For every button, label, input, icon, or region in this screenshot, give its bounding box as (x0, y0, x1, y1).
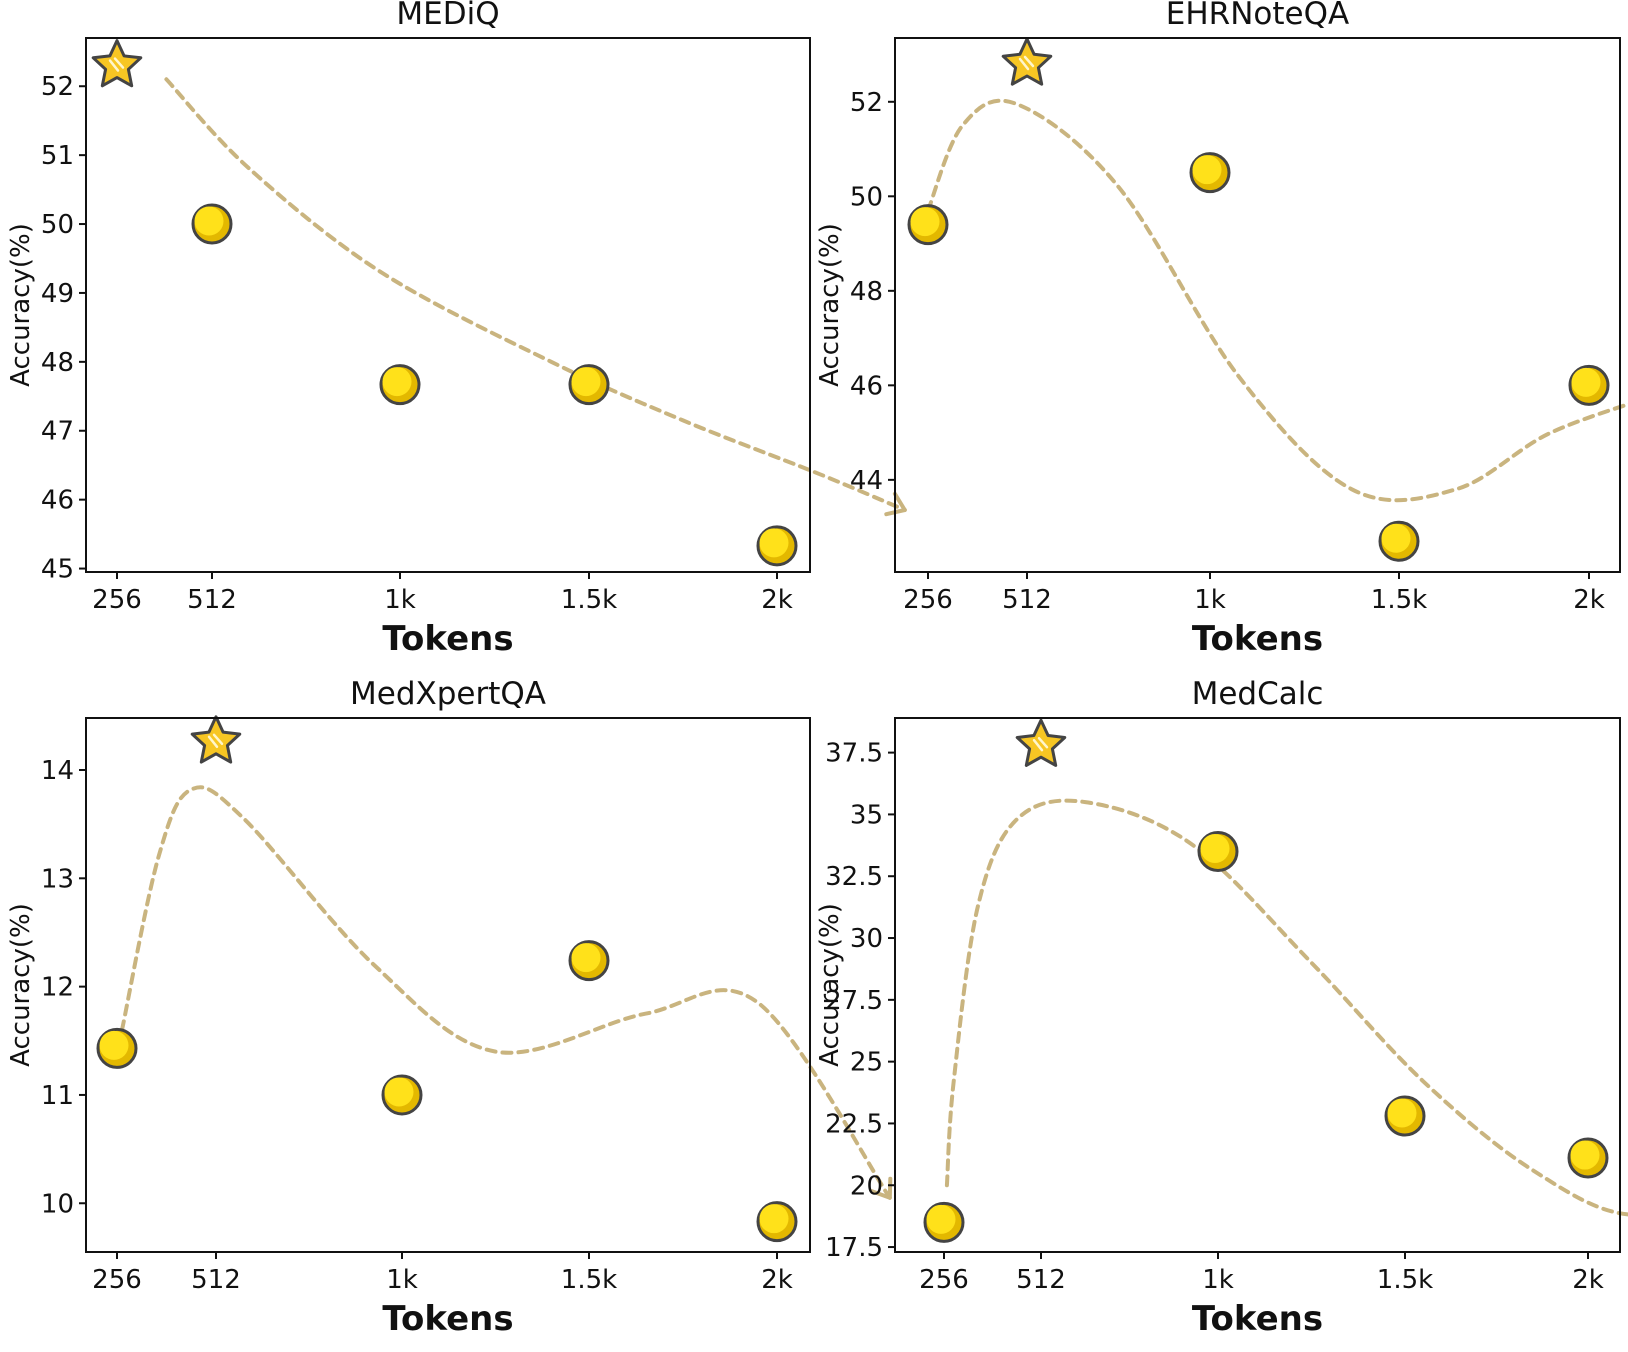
y-axis-label: Accuracy(%) (6, 223, 36, 387)
y-tick-label: 32.5 (825, 862, 883, 892)
star-highlight (1018, 55, 1035, 71)
star-highlight (207, 733, 224, 749)
y-tick-label: 48 (41, 348, 74, 378)
data-point-shine (926, 1204, 956, 1234)
trend-arrow-line (944, 798, 1628, 1217)
chart-title: MedXpertQA (350, 676, 546, 712)
x-tick-label: 1k (1202, 1265, 1234, 1295)
star-highlight (108, 57, 125, 72)
best-point-star (1001, 37, 1053, 86)
data-point-shine (194, 206, 224, 236)
plot-frame (894, 37, 1621, 573)
y-tick-label: 25 (850, 1048, 883, 1078)
x-tick-label: 1.5k (561, 585, 617, 615)
chart-title: MedCalc (1192, 676, 1324, 712)
y-tick-label: 27.5 (825, 986, 883, 1016)
data-point-shine (1381, 523, 1411, 553)
plot-frame (894, 717, 1621, 1253)
x-tick-label: 512 (191, 1265, 241, 1295)
x-axis-label: Tokens (1192, 1299, 1323, 1339)
x-tick-label: 512 (187, 585, 237, 615)
x-tick-label: 1k (1194, 585, 1226, 615)
data-point-shine (1200, 834, 1230, 863)
y-tick-label: 14 (41, 756, 74, 786)
x-tick-label: 2k (761, 585, 793, 615)
chart-title: EHRNoteQA (1166, 0, 1349, 32)
chart-panel-ehrnoteqa: EHRNoteQA 44 46 48 50 52 256 512 1k 1.5k 2k Tokens A… (815, 0, 1628, 659)
y-axis-label: Accuracy(%) (815, 903, 845, 1067)
y-tick-label: 37.5 (825, 739, 883, 769)
data-point-shine (759, 1204, 789, 1234)
chart-title: MEDiQ (396, 0, 499, 32)
y-tick-label: 44 (850, 466, 883, 496)
data-point-shine (910, 207, 940, 237)
x-tick-label: 256 (92, 1265, 142, 1295)
y-tick-label: 30 (850, 924, 883, 954)
data-point-shine (1192, 155, 1222, 185)
data-point-shine (382, 367, 412, 397)
x-tick-label: 2k (1572, 1265, 1604, 1295)
y-tick-label: 50 (850, 182, 883, 212)
y-tick-label: 48 (850, 277, 883, 307)
y-tick-label: 46 (850, 371, 883, 401)
y-tick-label: 52 (41, 72, 74, 102)
x-tick-label: 1.5k (561, 1265, 617, 1295)
data-point-shine (99, 1030, 129, 1060)
x-tick-label: 1k (384, 585, 416, 615)
x-tick-label: 2k (761, 1265, 793, 1295)
data-point-shine (384, 1077, 414, 1107)
y-tick-label: 47 (41, 417, 74, 447)
y-tick-label: 45 (41, 555, 74, 585)
x-axis-label: Tokens (382, 619, 513, 659)
x-tick-label: 1.5k (1371, 585, 1427, 615)
star-highlight (1032, 736, 1049, 752)
trend-arrow-line (120, 785, 892, 1200)
x-axis-label: Tokens (1192, 619, 1323, 659)
chart-panel-medcalc: MedCalc 17.5 20 22.5 25 27.5 30 32.5 35 37.5 256 51… (815, 676, 1628, 1339)
y-tick-label: 20 (850, 1171, 883, 1201)
y-tick-label: 52 (850, 88, 883, 118)
y-tick-label: 51 (41, 141, 74, 171)
y-tick-label: 50 (41, 210, 74, 240)
trend-arrow-head (884, 491, 907, 517)
data-point-shine (571, 943, 601, 973)
x-tick-label: 1.5k (1377, 1265, 1433, 1295)
data-point-shine (571, 367, 601, 397)
y-tick-label: 13 (41, 864, 74, 894)
x-tick-label: 256 (919, 1265, 969, 1295)
trend-arrow-line (164, 77, 907, 512)
x-tick-label: 512 (1016, 1265, 1066, 1295)
y-tick-label: 10 (41, 1189, 74, 1219)
data-point-shine (1571, 367, 1601, 397)
y-tick-label: 35 (850, 800, 883, 830)
y-tick-label: 46 (41, 486, 74, 516)
x-tick-label: 2k (1573, 585, 1605, 615)
best-point-star (190, 715, 242, 764)
x-tick-label: 512 (1002, 585, 1052, 615)
y-tick-label: 17.5 (825, 1233, 883, 1263)
plot-frame (85, 717, 811, 1253)
y-tick-label: 22.5 (825, 1109, 883, 1139)
data-point-shine (1387, 1098, 1417, 1128)
data-point-shine (1570, 1140, 1600, 1170)
chart-panel-medxpertqa: MedXpertQA 10 11 12 13 14 256 512 1k 1.5k 2k Tokens… (6, 676, 893, 1339)
x-tick-label: 256 (92, 585, 142, 615)
plot-frame (85, 37, 811, 573)
y-tick-label: 11 (41, 1081, 74, 1111)
y-tick-label: 12 (41, 973, 74, 1003)
y-axis-label: Accuracy(%) (6, 903, 36, 1067)
y-tick-label: 49 (41, 279, 74, 309)
best-point-star (91, 39, 143, 88)
data-point-shine (759, 528, 789, 558)
x-tick-label: 1k (386, 1265, 418, 1295)
trend-arrow-line (926, 98, 1628, 503)
y-axis-label: Accuracy(%) (815, 223, 845, 387)
x-tick-label: 256 (903, 585, 953, 615)
x-axis-label: Tokens (382, 1299, 513, 1339)
chart-panel-mediq: MEDiQ 45 46 47 48 49 50 51 52 256 512 1k 1.5k 2k Token… (6, 0, 907, 659)
best-point-star (1015, 718, 1067, 767)
